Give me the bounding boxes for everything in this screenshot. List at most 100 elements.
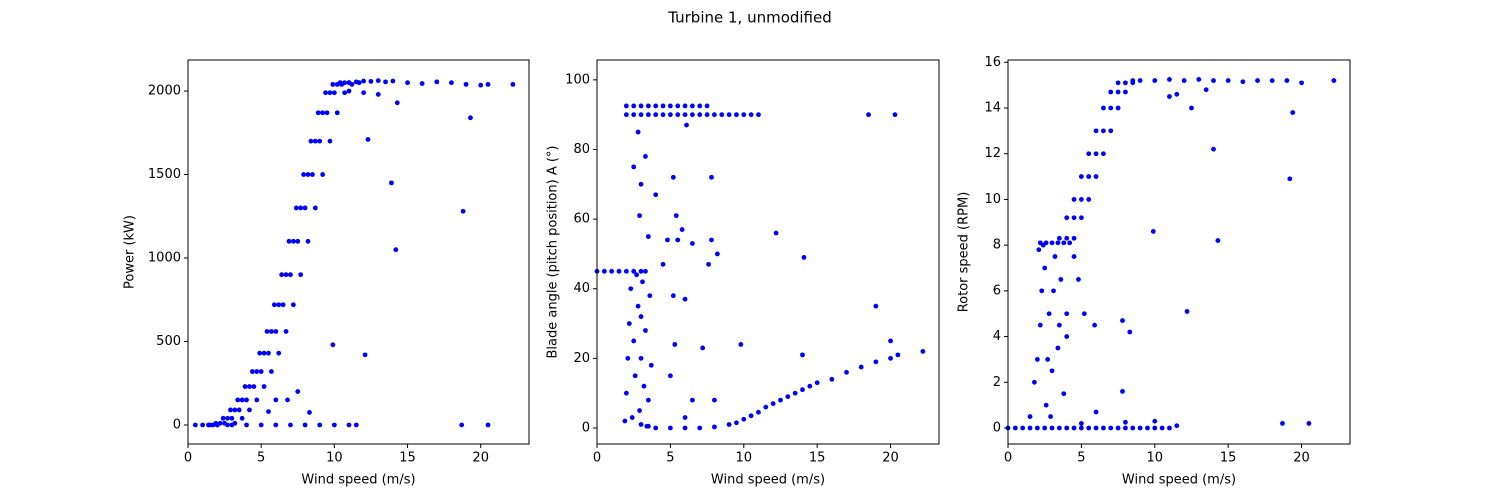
point: [315, 110, 321, 116]
point: [1167, 77, 1172, 82]
point: [1036, 247, 1042, 253]
point: [697, 425, 703, 431]
y-tick-label: 2000: [148, 84, 181, 99]
point: [741, 416, 747, 422]
point: [312, 205, 318, 211]
point: [1225, 78, 1231, 83]
point: [1130, 78, 1136, 83]
point: [390, 78, 396, 84]
point: [1196, 77, 1202, 82]
point: [1071, 215, 1077, 221]
point: [660, 112, 666, 118]
axes-frame: [187, 59, 530, 445]
point: [626, 321, 632, 326]
point: [1306, 421, 1312, 426]
y-axis-label: Blade angle (pitch position) A (°): [546, 146, 561, 359]
point: [778, 397, 783, 403]
point: [1064, 334, 1070, 339]
point: [1043, 240, 1049, 246]
point: [279, 272, 285, 278]
point: [334, 110, 340, 116]
point: [641, 383, 647, 389]
subplot: 0 5 10 15 20 0 20 40 60 80 100 Wind speed (m/s) Blad…: [546, 59, 940, 488]
point: [460, 208, 466, 214]
point: [1127, 329, 1133, 335]
point: [1064, 215, 1070, 221]
point: [368, 78, 374, 84]
point: [280, 302, 286, 308]
point: [709, 174, 714, 180]
point: [1078, 174, 1084, 179]
point: [653, 112, 659, 118]
point: [800, 352, 805, 358]
point: [1086, 425, 1092, 431]
point: [858, 364, 864, 370]
point: [1055, 345, 1061, 351]
point: [1299, 80, 1304, 86]
point: [236, 407, 242, 413]
point: [1115, 425, 1121, 431]
point: [286, 238, 292, 244]
point: [1078, 215, 1084, 221]
point: [1101, 128, 1106, 134]
point: [478, 82, 484, 88]
point: [1255, 78, 1260, 83]
point: [1167, 94, 1172, 99]
point: [449, 80, 454, 86]
point: [785, 394, 791, 400]
point: [1056, 425, 1062, 431]
point: [305, 238, 311, 244]
point: [1042, 425, 1048, 431]
point: [254, 397, 260, 403]
point: [485, 81, 491, 87]
point: [667, 112, 673, 118]
x-tick-label: 15: [1220, 451, 1237, 466]
point: [667, 425, 673, 431]
point: [609, 268, 615, 274]
point: [1269, 78, 1275, 83]
point: [247, 384, 252, 389]
point: [638, 112, 644, 118]
axes-frame: [1007, 59, 1351, 445]
point: [1046, 311, 1052, 317]
point: [346, 80, 352, 86]
point: [1093, 425, 1099, 431]
point: [645, 397, 651, 403]
point: [660, 103, 666, 109]
point: [1189, 105, 1194, 111]
x-tick-label: 0: [1004, 451, 1012, 466]
point: [1152, 78, 1158, 83]
point: [1174, 91, 1180, 97]
point: [1045, 357, 1051, 362]
point: [334, 81, 340, 87]
point: [1093, 151, 1099, 157]
point: [239, 415, 245, 421]
point: [220, 415, 226, 421]
point: [1039, 288, 1045, 294]
point: [1034, 425, 1040, 431]
y-tick-label: 0: [993, 421, 1001, 436]
point: [283, 272, 289, 278]
subplot: 0 5 10 15 20 0 2 4 6 8 10 12 14 16 Wind speed (m/s) Rot…: [957, 55, 1351, 488]
point: [706, 261, 711, 267]
point: [228, 407, 233, 413]
point: [317, 422, 323, 428]
point: [1086, 151, 1092, 157]
point: [763, 404, 769, 410]
point: [645, 423, 651, 429]
point: [1137, 425, 1143, 431]
y-tick-label: 1000: [148, 251, 181, 266]
point: [1048, 414, 1053, 419]
point: [1152, 425, 1158, 431]
x-tick-label: 10: [326, 451, 343, 466]
point: [684, 122, 689, 128]
point: [1108, 128, 1114, 134]
point: [269, 329, 274, 334]
point: [346, 88, 352, 94]
subplot: 0 5 10 15 20 0 500 1000 1500 2000 Wind speed (m/s)…: [123, 59, 530, 488]
y-tick-label: 40: [573, 281, 590, 296]
point: [258, 422, 264, 428]
point: [673, 213, 679, 219]
point: [726, 422, 732, 427]
point: [738, 342, 744, 347]
